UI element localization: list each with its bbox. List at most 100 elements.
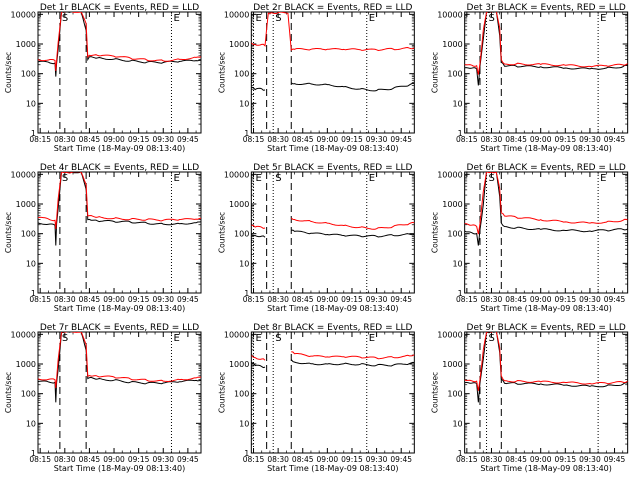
chart-panel-7: Det 7r BLACK = Events, RED = LLD 1 10 100 10… xyxy=(4,323,202,473)
y-tick-label: 1 xyxy=(31,289,36,298)
x-axis-label: Start Time (18-May-09 08:13:40) xyxy=(480,144,611,153)
chart-panel-8: Det 8r BLACK = Events, RED = LLD 1 10 100 10… xyxy=(217,323,415,473)
y-axis-label: Counts/sec xyxy=(4,52,13,93)
x-tick-label: 08:30 xyxy=(267,135,289,144)
event-marker-label: E xyxy=(173,173,179,184)
series-line-lld xyxy=(464,172,628,235)
event-marker-label: E xyxy=(600,13,606,24)
plot-frame xyxy=(37,11,202,134)
y-tick-label: 1000 xyxy=(442,40,462,49)
chart-title: Det 2r BLACK = Events, RED = LLD xyxy=(253,3,412,13)
chart-panel-2: Det 2r BLACK = Events, RED = LLD 1 10 100 10… xyxy=(217,3,415,153)
x-tick-label: 08:30 xyxy=(481,135,503,144)
x-tick-label: 08:15 xyxy=(243,455,265,464)
series-line-events xyxy=(251,86,266,91)
y-tick-label: 10000 xyxy=(224,330,249,339)
x-tick-label: 08:15 xyxy=(456,455,478,464)
y-tick-label: 100 xyxy=(21,390,36,399)
x-tick-label: 09:15 xyxy=(554,295,576,304)
y-tick-label: 1 xyxy=(31,129,36,138)
y-tick-label: 1000 xyxy=(16,200,36,209)
x-tick-label: 09:00 xyxy=(317,295,339,304)
chart-title: Det 9r BLACK = Events, RED = LLD xyxy=(467,323,626,333)
chart-panel-4: Det 4r BLACK = Events, RED = LLD 1 10 100 10… xyxy=(4,163,202,313)
plot-frame xyxy=(250,331,415,454)
series-line-events xyxy=(38,12,201,77)
x-axis-label: Start Time (18-May-09 08:13:40) xyxy=(267,144,398,153)
x-tick-label: 08:15 xyxy=(243,295,265,304)
plot-frame xyxy=(464,11,629,134)
x-tick-label: 09:15 xyxy=(128,455,150,464)
series-line-events xyxy=(464,12,628,86)
event-marker-label: S xyxy=(275,13,281,24)
y-tick-label: 10 xyxy=(239,99,249,108)
series-line-events xyxy=(291,229,415,238)
y-tick-label: 1 xyxy=(244,129,249,138)
y-tick-label: 10000 xyxy=(437,170,462,179)
event-marker-label: E xyxy=(369,333,375,344)
series-line-events xyxy=(290,359,415,367)
series-line-lld xyxy=(251,354,266,361)
event-marker-label: S xyxy=(275,333,281,344)
x-tick-label: 09:15 xyxy=(341,455,363,464)
x-tick-label: 09:45 xyxy=(604,295,626,304)
x-tick-label: 09:00 xyxy=(530,135,552,144)
event-marker-label: E xyxy=(256,13,262,24)
y-axis-label: Counts/sec xyxy=(431,212,440,253)
event-marker-label: S xyxy=(489,173,495,184)
x-tick-label: 08:15 xyxy=(456,135,478,144)
x-tick-label: 09:30 xyxy=(152,455,174,464)
x-tick-label: 08:30 xyxy=(481,295,503,304)
y-tick-label: 10000 xyxy=(11,10,36,19)
x-tick-label: 08:45 xyxy=(505,135,527,144)
x-tick-label: 09:30 xyxy=(579,295,601,304)
x-tick-label: 08:15 xyxy=(243,135,265,144)
x-tick-label: 08:45 xyxy=(79,455,101,464)
series-line-lld xyxy=(290,217,415,230)
chart-title: Det 3r BLACK = Events, RED = LLD xyxy=(467,3,626,13)
event-marker-label: E xyxy=(173,13,179,24)
chart-panel-1: Det 1r BLACK = Events, RED = LLD 1 10 100 10… xyxy=(4,3,202,153)
x-tick-label: 09:30 xyxy=(579,135,601,144)
event-marker-label: S xyxy=(62,173,68,184)
y-axis-label: Counts/sec xyxy=(217,212,226,253)
x-tick-label: 08:15 xyxy=(456,295,478,304)
x-tick-label: 08:30 xyxy=(54,455,76,464)
chart-panel-6: Det 6r BLACK = Events, RED = LLD 1 10 100 10… xyxy=(431,163,629,313)
y-tick-label: 10000 xyxy=(224,170,249,179)
x-tick-label: 09:30 xyxy=(366,295,388,304)
x-tick-label: 08:30 xyxy=(481,455,503,464)
chart-title: Det 5r BLACK = Events, RED = LLD xyxy=(253,163,412,173)
series-line-lld xyxy=(38,12,201,71)
series-line-events xyxy=(464,332,628,403)
event-marker-label: E xyxy=(256,173,262,184)
plot-frame xyxy=(464,171,629,294)
series-line-lld xyxy=(38,332,201,389)
y-tick-label: 100 xyxy=(234,70,249,79)
chart-title: Det 6r BLACK = Events, RED = LLD xyxy=(467,163,626,173)
x-tick-label: 08:45 xyxy=(505,455,527,464)
event-marker-label: S xyxy=(62,13,68,24)
series-line-events xyxy=(290,82,415,92)
series-line-events xyxy=(251,234,266,238)
x-tick-label: 09:00 xyxy=(530,455,552,464)
y-tick-label: 100 xyxy=(234,230,249,239)
y-tick-label: 1 xyxy=(458,289,463,298)
x-tick-label: 09:00 xyxy=(103,455,125,464)
y-tick-label: 10000 xyxy=(11,330,36,339)
chart-panel-3: Det 3r BLACK = Events, RED = LLD 1 10 100 10… xyxy=(431,3,629,153)
x-tick-label: 09:30 xyxy=(579,455,601,464)
x-tick-label: 08:30 xyxy=(54,295,76,304)
y-axis-label: Counts/sec xyxy=(4,212,13,253)
chart-panel-9: Det 9r BLACK = Events, RED = LLD 1 10 100 10… xyxy=(431,323,629,473)
x-tick-label: 09:00 xyxy=(103,135,125,144)
plot-frame xyxy=(37,171,202,294)
y-tick-label: 10 xyxy=(452,259,462,268)
event-marker-label: E xyxy=(173,333,179,344)
x-tick-label: 09:45 xyxy=(604,135,626,144)
chart-title: Det 4r BLACK = Events, RED = LLD xyxy=(40,163,199,173)
x-tick-label: 09:45 xyxy=(390,455,412,464)
y-tick-label: 10 xyxy=(452,419,462,428)
x-tick-label: 09:15 xyxy=(554,135,576,144)
y-tick-label: 1 xyxy=(31,449,36,458)
